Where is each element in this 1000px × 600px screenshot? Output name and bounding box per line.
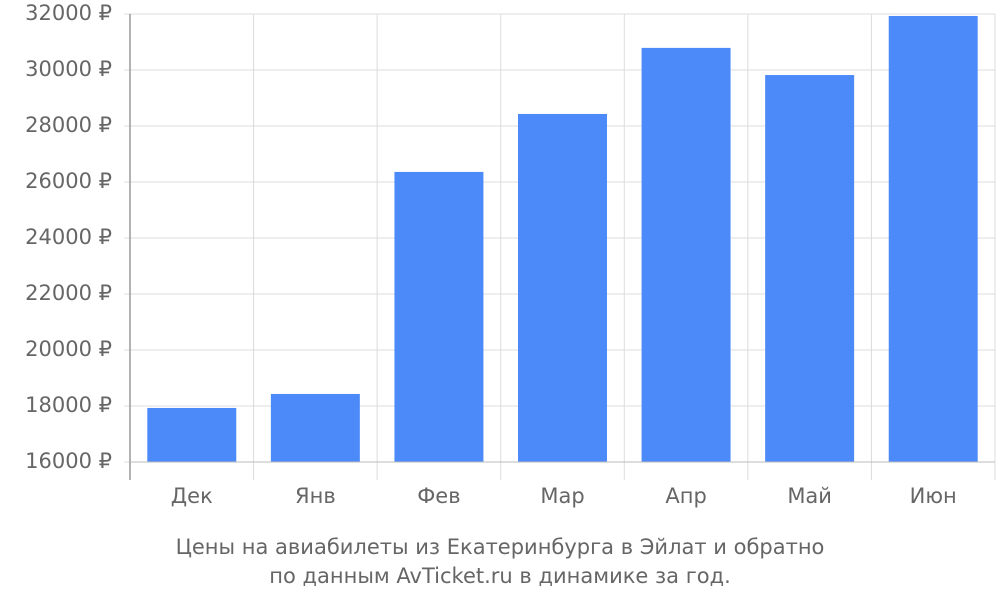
bar: [270, 393, 360, 462]
x-tick-label: Июн: [910, 484, 957, 508]
y-tick-label: 18000 ₽: [25, 393, 112, 417]
y-tick-label: 32000 ₽: [25, 1, 112, 25]
bar: [888, 15, 978, 463]
y-tick-label: 22000 ₽: [25, 281, 112, 305]
chart-title: по данным AvTicket.ru в динамике за год.: [269, 564, 731, 588]
y-tick-label: 20000 ₽: [25, 337, 112, 361]
y-tick-label: 28000 ₽: [25, 113, 112, 137]
x-tick-label: Апр: [665, 484, 706, 508]
chart-title: Цены на авиабилеты из Екатеринбурга в Эй…: [176, 535, 825, 559]
y-tick-label: 16000 ₽: [25, 449, 112, 473]
x-tick-label: Май: [787, 484, 832, 508]
x-tick-label: Мар: [540, 484, 584, 508]
bar: [641, 47, 731, 462]
y-tick-label: 26000 ₽: [25, 169, 112, 193]
x-tick-label: Фев: [417, 484, 460, 508]
x-tick-label: Янв: [295, 484, 336, 508]
y-tick-label: 30000 ₽: [25, 57, 112, 81]
bar: [394, 171, 484, 463]
bar: [518, 113, 607, 463]
bar: [147, 407, 237, 462]
bar: [765, 75, 855, 462]
x-tick-label: Дек: [171, 484, 213, 508]
y-tick-label: 24000 ₽: [25, 225, 112, 249]
